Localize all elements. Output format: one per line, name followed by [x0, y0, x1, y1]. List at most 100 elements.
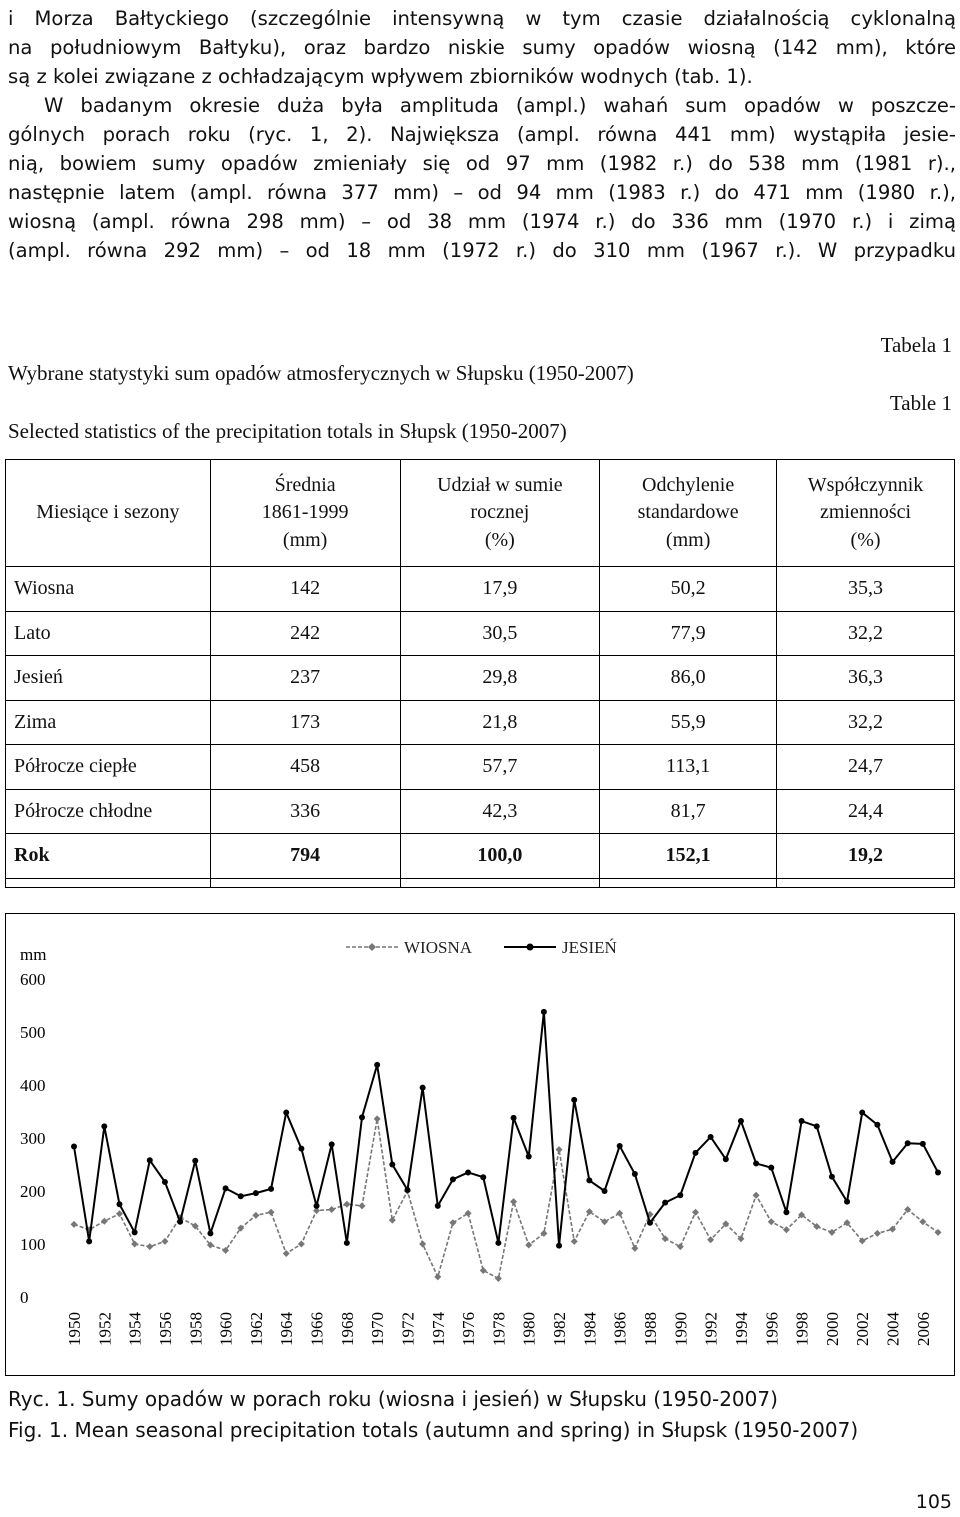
paragraph-line: W badanym okresie duża była amplituda (a… — [44, 94, 956, 117]
data-point — [131, 1240, 139, 1248]
data-point — [252, 1211, 260, 1219]
legend-label: JESIEŃ — [562, 938, 617, 957]
data-point — [207, 1230, 214, 1237]
table-cell: 152,1 — [599, 833, 778, 879]
table-cell: 100,0 — [399, 833, 601, 879]
x-tick-label: 2004 — [884, 1312, 903, 1347]
data-point — [373, 1115, 381, 1123]
data-point — [570, 1237, 578, 1245]
data-point — [571, 1096, 578, 1103]
figure-caption-en: Fig. 1. Mean seasonal precipitation tota… — [8, 1418, 859, 1442]
data-point — [480, 1174, 487, 1181]
data-point — [859, 1109, 866, 1116]
y-tick-label: 300 — [20, 1129, 46, 1148]
data-point — [540, 1229, 548, 1237]
table-label-en: Table 1 — [889, 391, 952, 415]
legend-label: WIOSNA — [404, 938, 473, 957]
header-months-seasons: Miesiące i sezony — [5, 459, 211, 567]
table-cell: Zima — [5, 699, 211, 745]
data-point — [737, 1235, 745, 1243]
x-tick-label: 1992 — [702, 1312, 721, 1346]
header-text: 1861-1999 — [261, 501, 349, 524]
data-point — [676, 1243, 684, 1251]
paragraph-line: nią, bowiem sumy opadów zmieniały się od… — [8, 152, 956, 175]
data-point — [510, 1114, 517, 1121]
data-point — [631, 1171, 638, 1178]
y-tick-label: 100 — [20, 1235, 46, 1254]
data-point — [904, 1206, 912, 1214]
data-point — [100, 1217, 108, 1225]
table-cell: 57,7 — [399, 744, 601, 790]
table-cell — [5, 878, 211, 888]
data-point — [661, 1235, 669, 1243]
data-point — [465, 1169, 472, 1176]
data-point — [798, 1118, 805, 1125]
data-point — [116, 1201, 123, 1208]
data-point — [919, 1218, 927, 1226]
data-point — [177, 1218, 184, 1225]
data-point — [374, 1061, 381, 1068]
x-tick-label: 1998 — [793, 1312, 812, 1346]
x-tick-label: 2006 — [914, 1312, 933, 1346]
header-text: (mm) — [665, 528, 711, 551]
table-cell: 113,1 — [599, 744, 778, 790]
legend-marker — [368, 943, 376, 951]
data-point — [358, 1202, 366, 1210]
data-point — [70, 1220, 78, 1228]
data-point — [328, 1206, 336, 1214]
data-point — [783, 1209, 790, 1216]
table-cell: 32,2 — [776, 699, 955, 745]
precipitation-line-chart: mm 0 100 200 300 400 500 600 1950 1952 1954 1956 195… — [20, 938, 942, 1347]
table-cell: 237 — [209, 655, 401, 701]
y-tick-label: 200 — [20, 1182, 46, 1201]
data-point — [677, 1192, 684, 1199]
paragraph-line: i Morza Bałtyckiego (szczególnie intensy… — [8, 7, 956, 30]
table-row: Lato 242 30,5 77,9 32,2 — [5, 610, 955, 656]
data-point — [495, 1239, 502, 1246]
data-point — [873, 1229, 881, 1237]
data-point — [313, 1207, 321, 1215]
data-point — [343, 1200, 351, 1208]
table-row: Zima 173 21,8 55,9 32,2 — [5, 699, 955, 745]
table-cell: 50,2 — [599, 566, 778, 612]
x-tick-label: 1964 — [277, 1312, 296, 1347]
data-point — [722, 1156, 729, 1163]
table-cell: 29,8 — [399, 655, 601, 701]
table-header-row: Miesiące i sezony Średnia 1861-1999 (mm) U… — [5, 459, 955, 567]
data-point — [267, 1208, 275, 1216]
header-text: standardowe — [637, 501, 739, 524]
x-tick-label: 1988 — [641, 1312, 660, 1346]
data-point — [146, 1243, 154, 1251]
data-point — [707, 1133, 714, 1140]
x-tick-label: 1982 — [550, 1312, 569, 1346]
data-point — [844, 1198, 851, 1205]
data-point — [328, 1141, 335, 1148]
data-point — [828, 1228, 836, 1236]
table-cell: 42,3 — [399, 788, 601, 834]
table-cell: 21,8 — [399, 699, 601, 745]
table-cell: Lato — [5, 610, 211, 656]
data-point — [525, 1153, 532, 1160]
table-cell: 36,3 — [776, 655, 955, 701]
data-point — [161, 1178, 168, 1185]
data-point — [343, 1239, 350, 1246]
header-text: Współczynnik — [807, 473, 924, 496]
table-cell: 24,4 — [776, 788, 955, 834]
data-point — [737, 1118, 744, 1125]
header-text: (%) — [850, 528, 881, 551]
data-point — [192, 1157, 199, 1164]
paragraph-line: są z kolei związane z ochładzającym wpły… — [8, 65, 753, 88]
data-point — [115, 1210, 123, 1218]
data-point — [525, 1241, 533, 1249]
data-point — [843, 1219, 851, 1227]
data-point — [237, 1193, 244, 1200]
table-cell: Półrocze ciepłe — [5, 744, 211, 790]
table-row: Jesień 237 29,8 86,0 36,3 — [5, 655, 955, 701]
data-point — [753, 1160, 760, 1167]
data-point — [419, 1240, 427, 1248]
data-point — [555, 1146, 563, 1154]
y-axis-label: mm — [20, 945, 46, 964]
data-point — [813, 1123, 820, 1130]
table-row: Półrocze ciepłe 458 57,7 113,1 24,7 — [5, 744, 955, 790]
data-point — [494, 1274, 502, 1282]
